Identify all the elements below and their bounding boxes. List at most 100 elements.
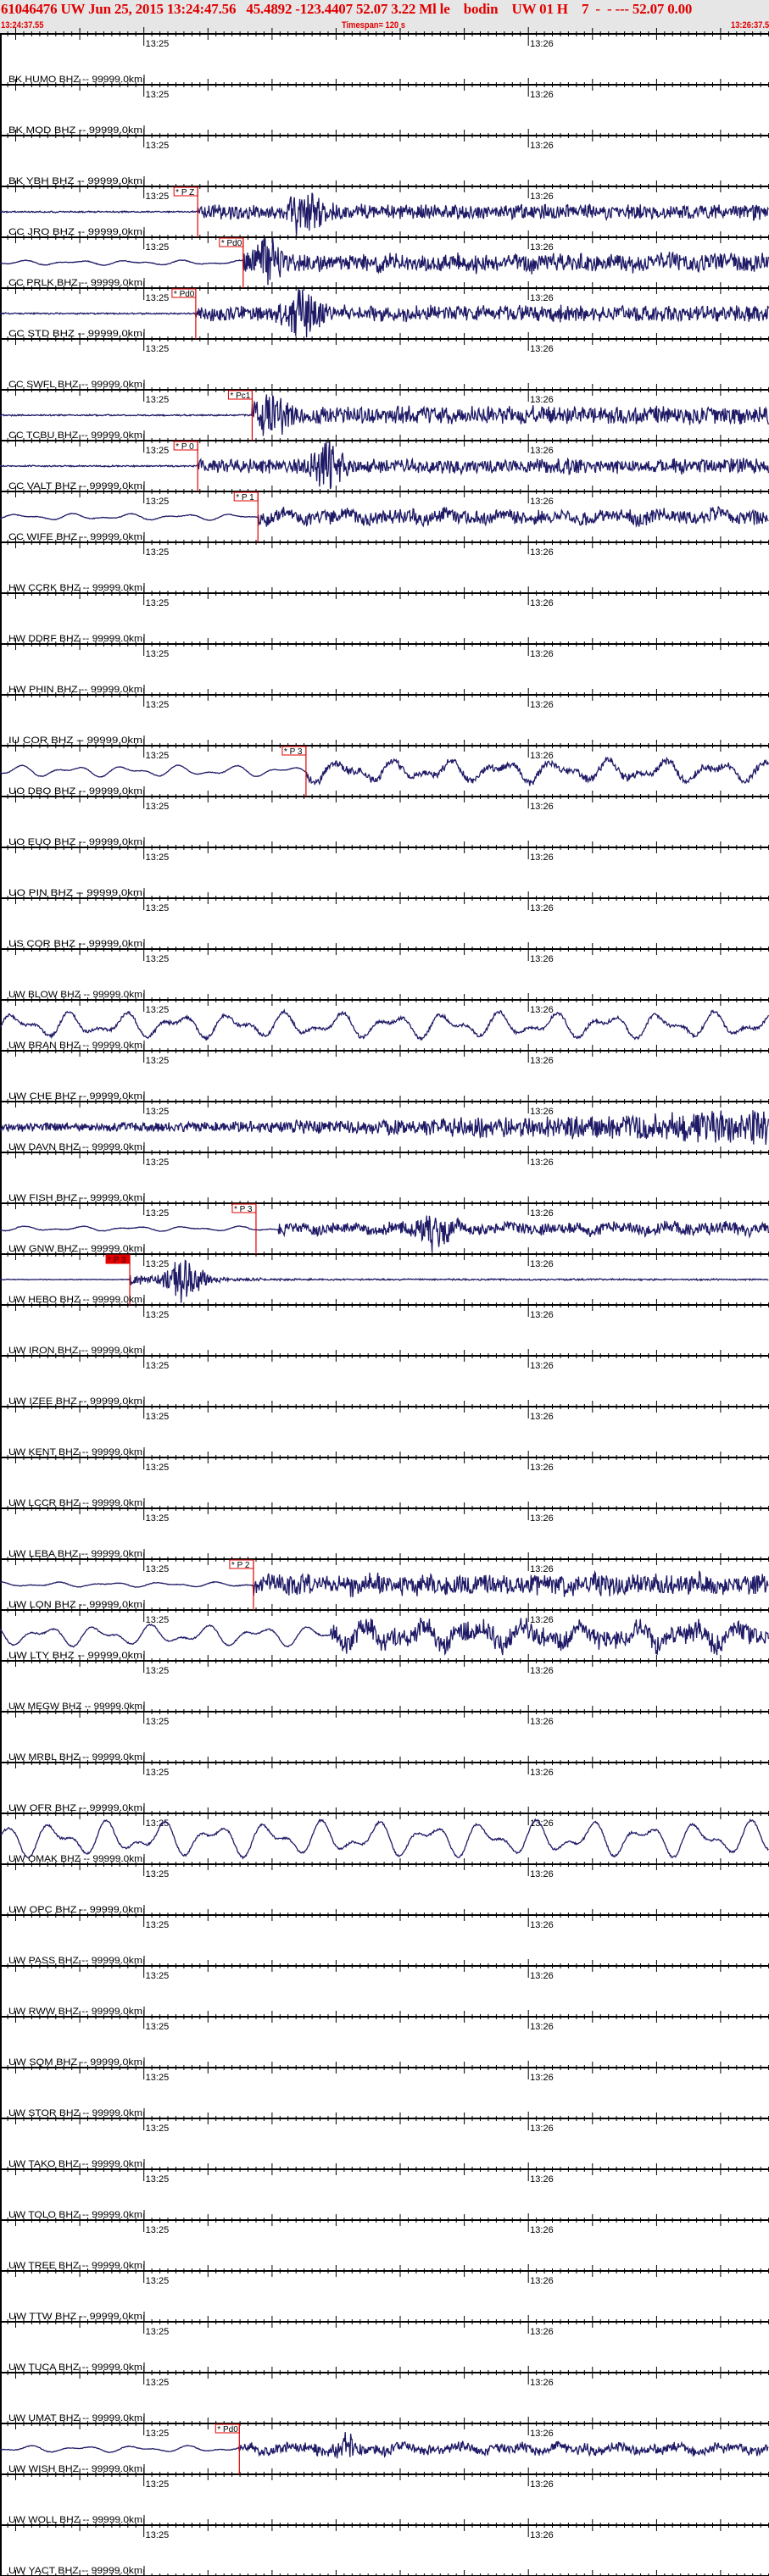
station-label: UW LCCR BHZ -- 99999.0km <box>8 1498 142 1508</box>
time-axis: 13:25 13:26 <box>0 891 769 913</box>
major-tick-label: 13:25 <box>146 1564 170 1574</box>
major-tick-label: 13:25 <box>146 293 170 303</box>
pick-label: * P 1 <box>236 493 254 502</box>
station-label: IU COR BHZ -- 99999.0km <box>8 736 142 746</box>
major-tick-label: 13:26 <box>530 2073 554 2083</box>
major-tick-label: 13:26 <box>530 1259 554 1269</box>
time-axis: 13:25 13:26 <box>0 230 769 253</box>
station-label: UW OMAK BHZ -- 99999.0km <box>8 1854 142 1864</box>
station-panel: UW TOLO BHZ -- 99999.0km <box>8 2210 145 2220</box>
station-label: CC TCBU BHZ -- 99999.0km <box>8 430 142 441</box>
station-label: UW PASS BHZ -- 99999.0km <box>8 1956 142 1966</box>
major-tick-label: 13:26 <box>530 1564 554 1574</box>
pick-label: * P 3 <box>234 1205 253 1214</box>
event-header: 61046476 UW Jun 25, 2015 13:24:47.56 45.… <box>0 0 769 34</box>
major-tick-label: 13:26 <box>530 242 554 253</box>
time-axis: 13:25 13:26 <box>0 1705 769 1727</box>
time-axis: 13:25 13:26 <box>0 841 769 863</box>
axis-ticks <box>7 536 769 548</box>
station-panel: UW OPC BHZ -- 99999.0km <box>8 1905 145 1915</box>
station-label: UW BLOW BHZ -- 99999.0km <box>8 990 142 1000</box>
time-axis: 13:25 13:26 <box>0 1502 769 1524</box>
major-tick-label: 13:26 <box>530 2225 554 2235</box>
major-tick-label: 13:26 <box>530 2378 554 2388</box>
station-label: UO EUO BHZ -- 99999.0km <box>8 837 142 847</box>
axis-ticks <box>7 333 769 345</box>
station-label: CC PRLK BHZ -- 99999.0km <box>8 278 142 288</box>
major-tick-label: 13:25 <box>146 1717 170 1727</box>
time-axis: 13:25 13:26 <box>0 2213 769 2235</box>
station-label: UW GNW BHZ -- 99999.0km <box>8 1244 142 1254</box>
station-panel: UW DAVN BHZ -- 99999.0km <box>8 1142 145 1152</box>
station-panel: UW HEBO BHZ -- 99999.0km <box>8 1295 145 1305</box>
station-panel: UW IZEE BHZ -- 99999.0km <box>8 1396 145 1407</box>
axis-ticks <box>7 2214 769 2226</box>
station-label: UW IRON BHZ -- 99999.0km <box>8 1346 142 1356</box>
time-axis: 13:25 13:26 <box>0 2061 769 2083</box>
station-panel: UW FISH BHZ -- 99999.0km * P 3 <box>0 1193 769 1254</box>
station-label: UW TOLO BHZ -- 99999.0km <box>8 2210 142 2220</box>
phase-pick-marker: * Pd0 <box>171 288 197 339</box>
station-panel: UW STOR BHZ -- 99999.0km <box>8 2108 145 2118</box>
major-tick-label: 13:25 <box>146 1361 170 1371</box>
station-label: UW MEGW BHZ -- 99999.0km <box>8 1702 142 1712</box>
station-panel: UO EUO BHZ -- 99999.0km <box>8 837 145 847</box>
axis-ticks <box>7 841 769 853</box>
phase-pick-marker: * Pc1 <box>227 390 254 441</box>
axis-ticks <box>7 2265 769 2277</box>
station-panel: UW OFR BHZ -- 99999.0km <box>0 1803 769 1860</box>
station-label: CC STD BHZ -- 99999.0km <box>8 329 142 339</box>
pick-label: * P 3 <box>108 1256 126 1265</box>
pick-label: * P 0 <box>176 442 194 452</box>
time-axis: 13:25 13:26 <box>0 2315 769 2337</box>
waveform-trace <box>0 237 769 286</box>
axis-ticks <box>7 1655 769 1667</box>
station-label: UW WISH BHZ -- 99999.0km <box>8 2464 142 2474</box>
major-tick-label: 13:26 <box>530 1158 554 1168</box>
major-tick-label: 13:25 <box>146 1208 170 1219</box>
axis-ticks <box>7 1452 769 1463</box>
axis-ticks <box>7 1299 769 1311</box>
time-axis: 13:25 13:26 <box>0 688 769 710</box>
axis-ticks <box>7 1350 769 1362</box>
major-tick-label: 13:26 <box>530 2429 554 2439</box>
station-label: UW TTW BHZ -- 99999.0km <box>8 2312 142 2322</box>
station-panel: UW YACT BHZ -- 99999.0km <box>8 2566 145 2576</box>
axis-ticks <box>7 2519 769 2531</box>
time-axis: 13:25 13:26 <box>0 434 769 456</box>
time-axis: 13:25 13:26 <box>0 993 769 1015</box>
axis-ticks <box>7 2011 769 2023</box>
major-tick-label: 13:26 <box>530 141 554 151</box>
station-panel: UO DBO BHZ -- 99999.0km <box>8 786 145 797</box>
time-axis: 13:25 13:26 <box>0 2010 769 2032</box>
time-axis: 13:25 13:26 <box>0 180 769 202</box>
axis-ticks <box>7 1197 769 1209</box>
station-label: CC VALT BHZ -- 99999.0km <box>8 481 142 491</box>
start-time: 13:24:37.55 <box>1 20 44 31</box>
station-label: UW OFR BHZ -- 99999.0km <box>8 1803 142 1813</box>
major-tick-label: 13:26 <box>530 395 554 405</box>
time-axis: 13:25 13:26 <box>0 383 769 405</box>
major-tick-label: 13:25 <box>146 547 170 558</box>
station-panel: CC VALT BHZ -- 99999.0km * P 1 <box>0 481 769 542</box>
axis-ticks <box>7 587 769 599</box>
time-axis: 13:25 13:26 <box>0 332 769 354</box>
major-tick-label: 13:25 <box>146 39 170 49</box>
time-axis: 13:25 13:26 <box>0 485 769 507</box>
major-tick-label: 13:25 <box>146 1158 170 1168</box>
station-panel: BK HUMO BHZ -- 99999.0km <box>8 75 145 85</box>
major-tick-label: 13:25 <box>146 2124 170 2134</box>
station-panel: UW WOLL BHZ -- 99999.0km <box>8 2515 145 2525</box>
axis-ticks <box>7 2367 769 2379</box>
major-tick-label: 13:26 <box>530 39 554 49</box>
major-tick-label: 13:25 <box>146 395 170 405</box>
axis-ticks <box>7 1401 769 1413</box>
station-panel: UW BRAN BHZ -- 99999.0km <box>8 1041 145 1051</box>
major-tick-label: 13:26 <box>530 1869 554 1879</box>
station-panel: UW TREE BHZ -- 99999.0km <box>8 2261 145 2271</box>
station-label: BK MOD BHZ -- 99999.0km <box>8 125 142 136</box>
major-tick-label: 13:25 <box>146 598 170 608</box>
major-tick-label: 13:26 <box>530 90 554 100</box>
time-axis: 13:25 13:26 <box>0 27 769 49</box>
